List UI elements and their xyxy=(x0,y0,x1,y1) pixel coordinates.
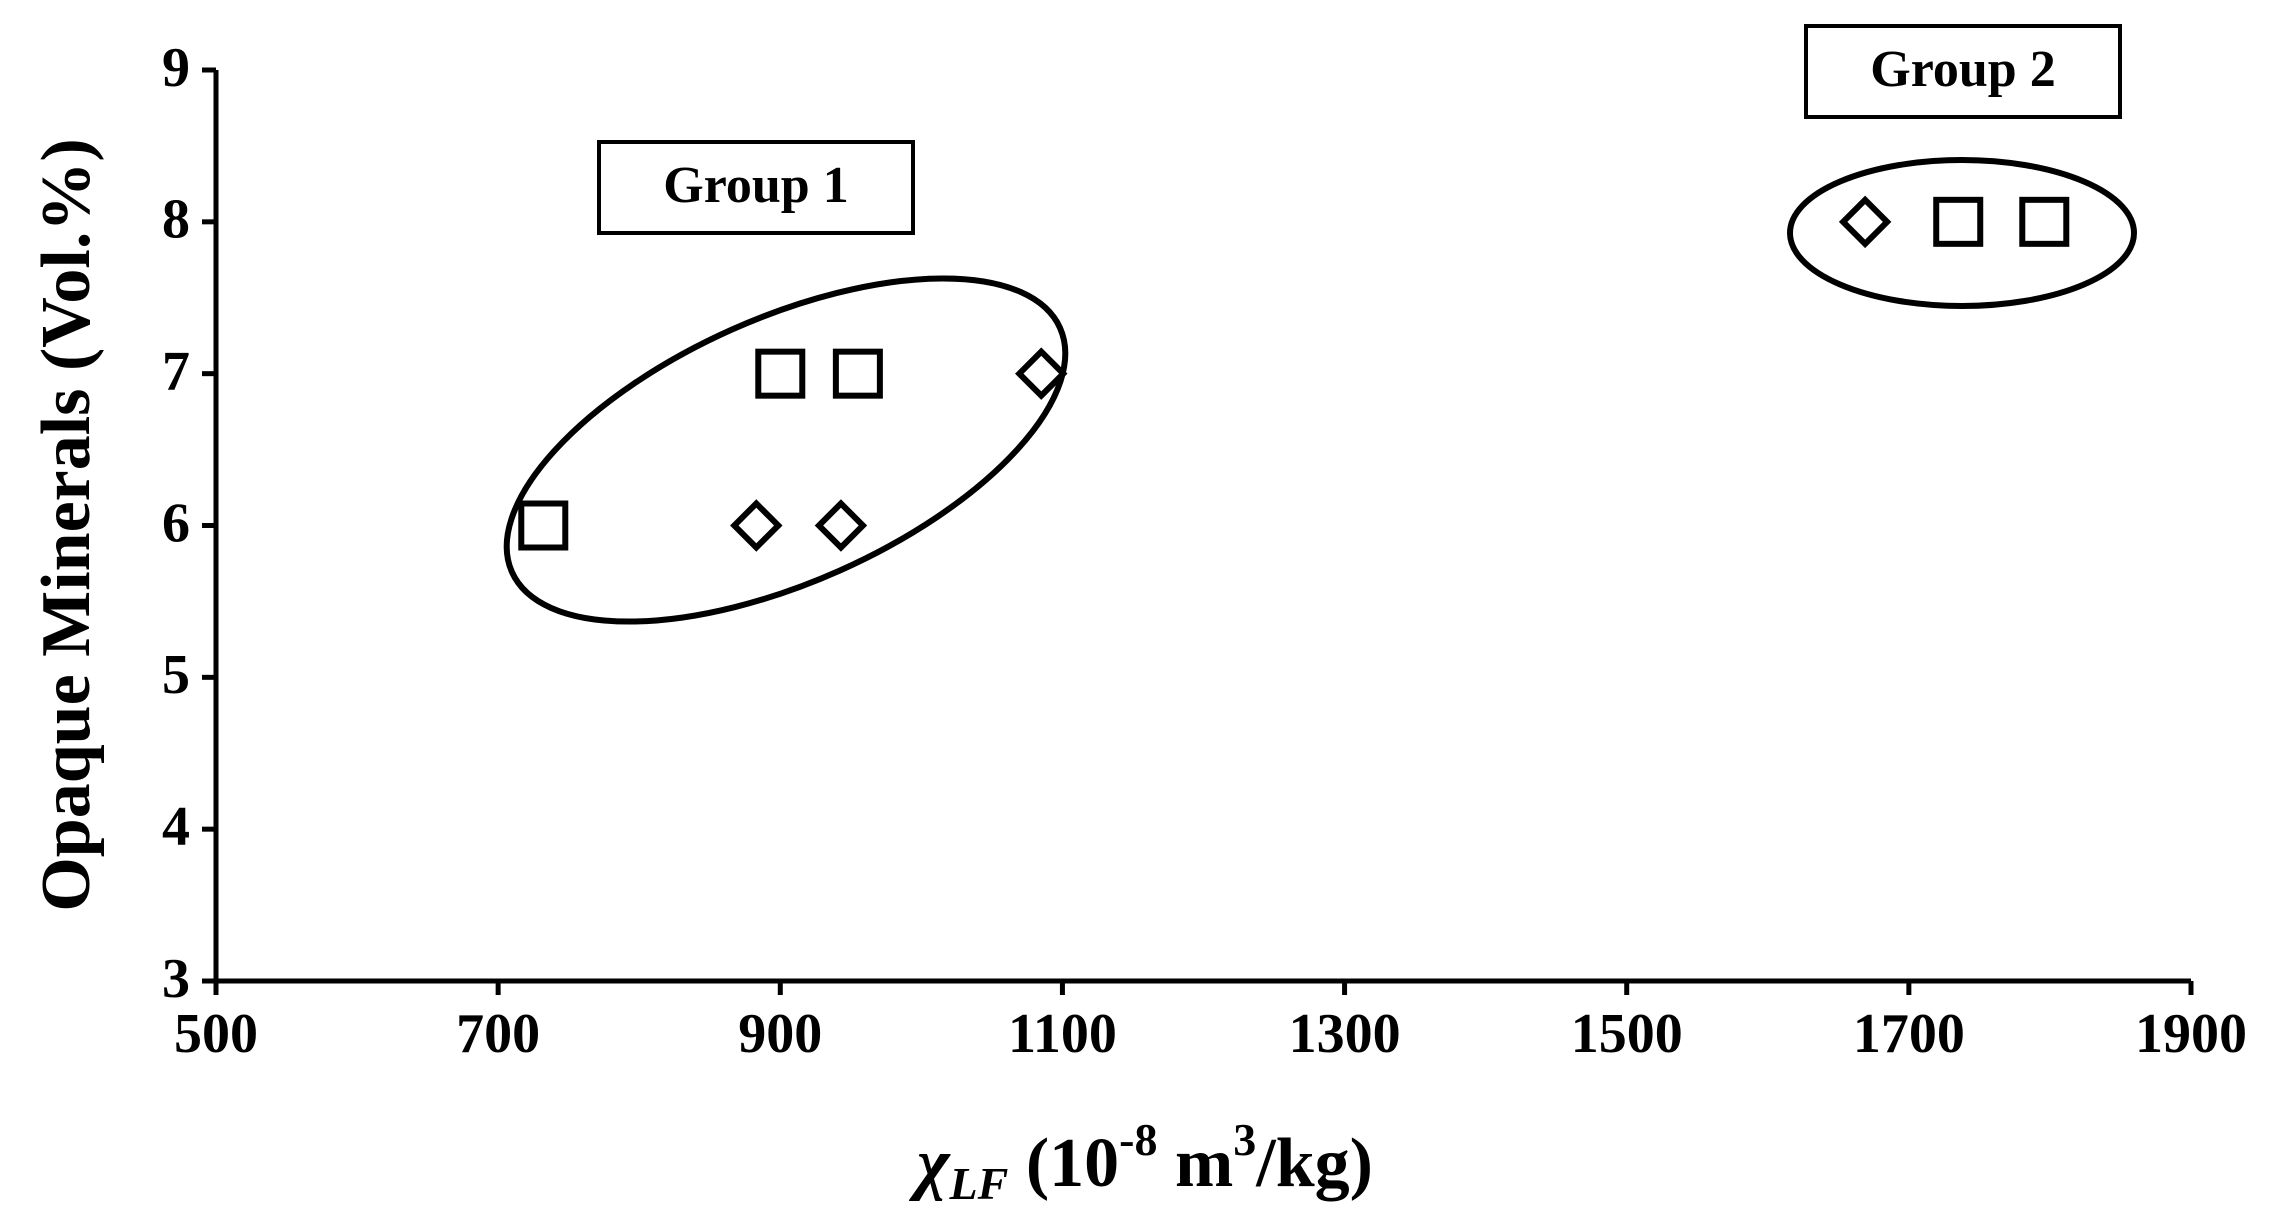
point xyxy=(1933,196,1984,247)
y-tick-label: 9 xyxy=(162,37,190,99)
x-tick-label: 1700 xyxy=(1853,1003,1965,1065)
x-tick-label: 1900 xyxy=(2135,1003,2247,1065)
y-tick-label: 7 xyxy=(162,341,190,403)
point xyxy=(755,348,806,399)
y-tick-label: 6 xyxy=(162,492,190,554)
point xyxy=(832,348,883,399)
group-ellipse xyxy=(503,275,1069,625)
x-axis-label-part: (10 xyxy=(1008,1125,1119,1202)
point xyxy=(1838,195,1892,249)
y-tick-label: 3 xyxy=(162,948,190,1010)
y-tick-label: 8 xyxy=(162,189,190,251)
x-tick-label: 1300 xyxy=(1289,1003,1401,1065)
point xyxy=(1015,347,1068,400)
point xyxy=(518,500,569,551)
x-tick-label: 1100 xyxy=(1008,1003,1117,1065)
point xyxy=(814,499,868,552)
annotation: Group 2 xyxy=(1870,41,2055,98)
x-axis-label-part: 3 xyxy=(1233,1114,1256,1165)
y-tick-label: 4 xyxy=(162,796,190,858)
x-tick-label: 500 xyxy=(174,1003,258,1065)
annotation: Group 1 xyxy=(663,157,848,214)
y-axis-label: Opaque Minerals (Vol.%) xyxy=(28,138,105,911)
x-axis-label-part: m xyxy=(1157,1125,1233,1202)
x-tick-label: 1500 xyxy=(1571,1003,1683,1065)
annotation-box xyxy=(597,140,915,235)
x-axis-label: χLF (10-8 m3/kg) xyxy=(908,1114,1373,1209)
point xyxy=(730,499,783,552)
group-ellipse xyxy=(1787,157,2137,309)
annotation-box xyxy=(1804,24,2122,119)
y-tick-label: 5 xyxy=(162,644,190,706)
point xyxy=(2019,196,2070,247)
x-tick-label: 900 xyxy=(738,1003,822,1065)
x-axis-label-part: -8 xyxy=(1119,1114,1157,1165)
x-axis-label-part: /kg) xyxy=(1255,1125,1373,1202)
x-axis-label-part: χ xyxy=(908,1125,951,1202)
x-axis-label-part: LF xyxy=(949,1158,1009,1209)
x-tick-label: 700 xyxy=(456,1003,540,1065)
